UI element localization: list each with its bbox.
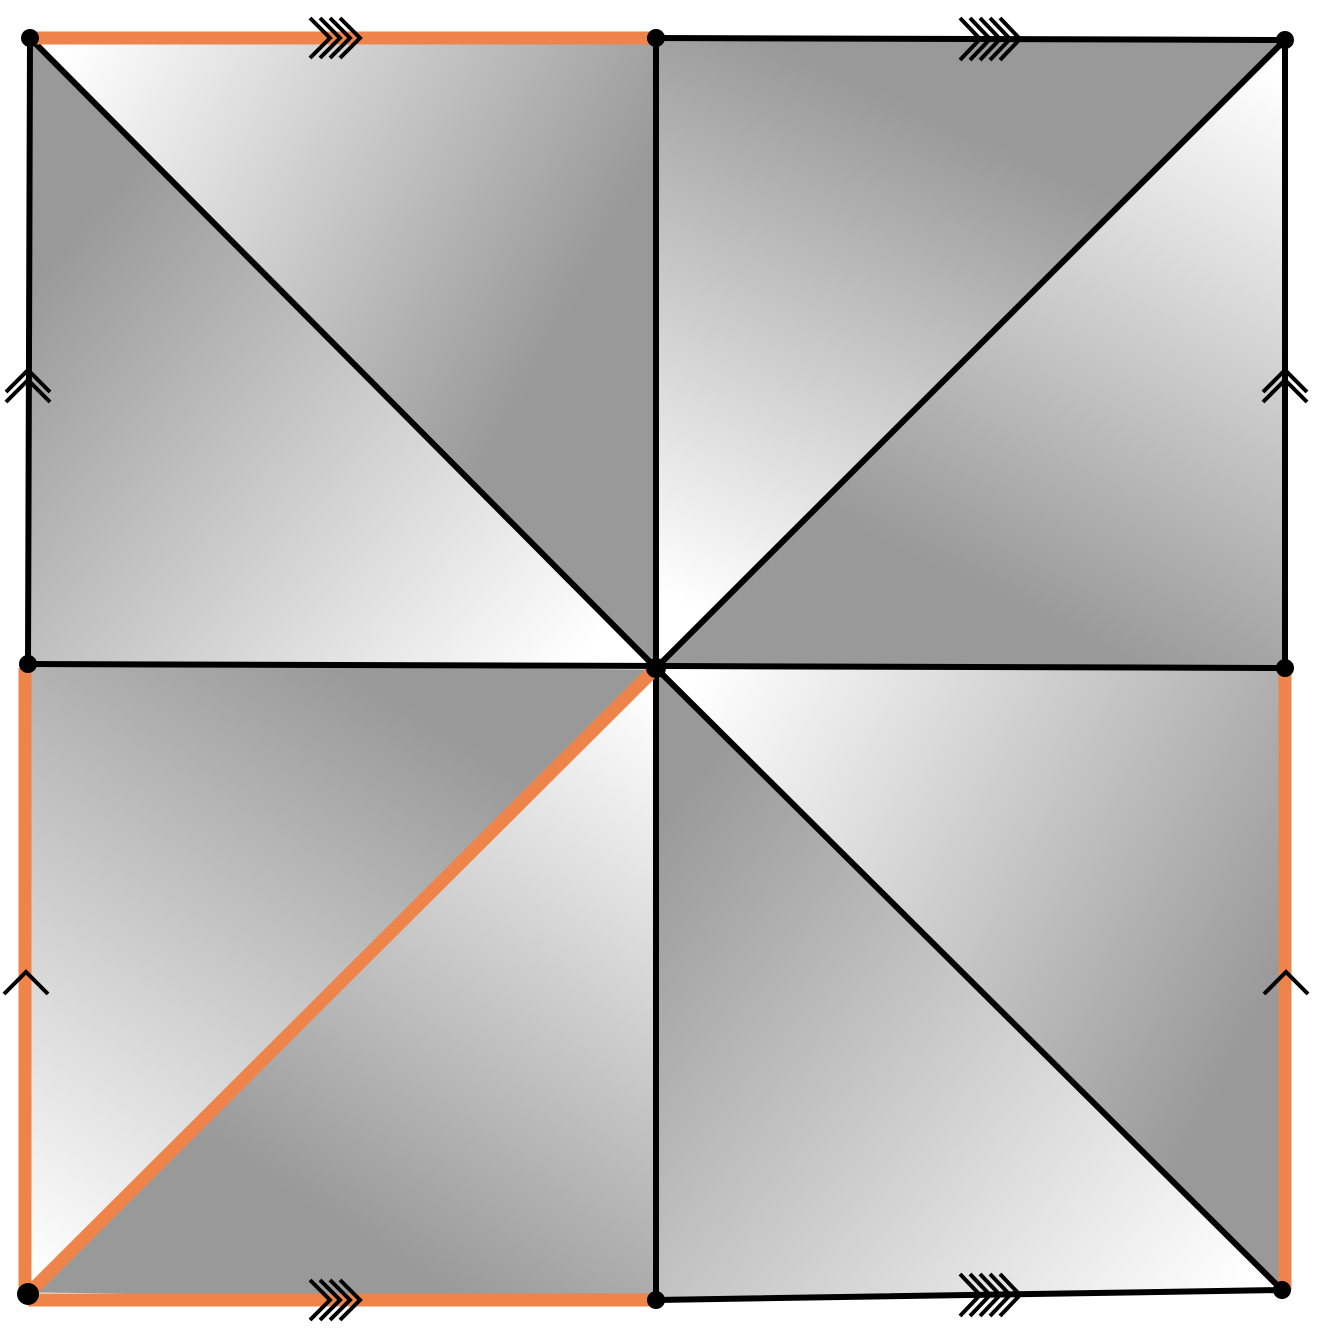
chevron — [328, 16, 353, 60]
chevron — [4, 377, 52, 404]
vertex — [1273, 1281, 1291, 1299]
chevron — [1261, 367, 1309, 394]
chevron — [1261, 377, 1309, 404]
vertex — [647, 1291, 665, 1309]
chevron — [968, 1272, 993, 1318]
edge — [23, 663, 661, 1299]
edge — [25, 35, 33, 667]
edge — [27, 35, 659, 671]
chevron — [968, 16, 993, 62]
vertex — [1276, 659, 1294, 677]
edge — [653, 35, 1288, 43]
vertex — [1276, 31, 1294, 49]
vertices — [17, 29, 1294, 1309]
chevron — [338, 1278, 363, 1322]
vertex — [647, 29, 665, 47]
chevron — [2, 969, 50, 996]
edge — [653, 665, 1285, 1293]
chevron — [988, 1272, 1013, 1318]
chevron — [308, 1278, 333, 1322]
edge — [653, 1287, 1285, 1303]
chevron — [308, 16, 333, 60]
chevron — [318, 16, 343, 60]
chevron — [998, 16, 1023, 62]
chevron — [988, 16, 1013, 62]
orange-edges — [18, 31, 1292, 1307]
chevron — [978, 1272, 1003, 1318]
chevron — [998, 1272, 1023, 1318]
chevron — [958, 16, 983, 62]
chevron — [338, 16, 363, 60]
arrow-marks — [2, 16, 1310, 1322]
edge — [653, 37, 1288, 671]
chevron — [978, 16, 1003, 62]
chevron — [1262, 969, 1310, 996]
chevron — [4, 367, 52, 394]
chevron — [958, 1272, 983, 1318]
chevron — [328, 1278, 353, 1322]
vertex — [19, 655, 37, 673]
vertex — [17, 1283, 39, 1305]
chevron — [318, 1278, 343, 1322]
vertex — [21, 29, 39, 47]
vertex — [646, 658, 666, 678]
